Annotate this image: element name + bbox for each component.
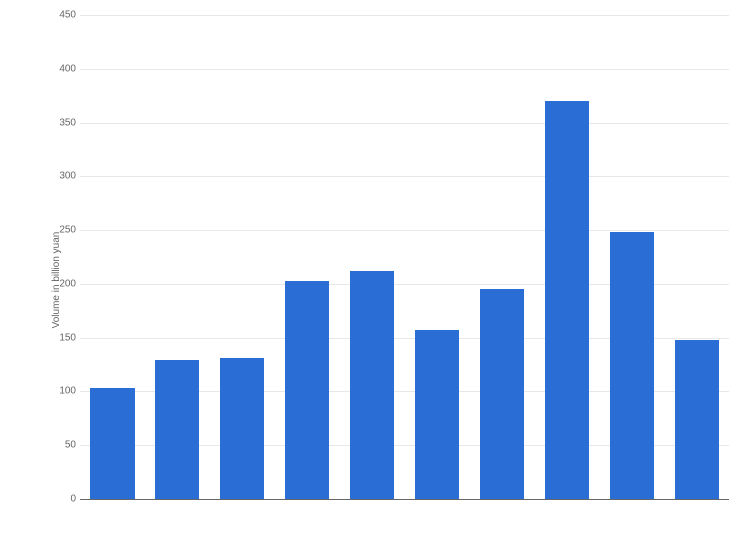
bar [415, 330, 459, 499]
bar-slot [599, 15, 664, 499]
bar-slot [664, 15, 729, 499]
chart-container: 050100150200250300350400450 [50, 15, 729, 500]
bar-slot [469, 15, 534, 499]
y-tick-label: 350 [52, 117, 76, 128]
bar-slot [405, 15, 470, 499]
bar [545, 101, 589, 499]
bar [610, 232, 654, 499]
bar [90, 388, 134, 499]
bar [350, 271, 394, 499]
bar-slot [534, 15, 599, 499]
bar-slot [145, 15, 210, 499]
bar [675, 340, 719, 499]
y-tick-label: 300 [52, 171, 76, 182]
y-tick-label: 400 [52, 63, 76, 74]
bar [220, 358, 264, 499]
plot-area: 050100150200250300350400450 [80, 15, 729, 500]
bar-slot [80, 15, 145, 499]
y-tick-label: 150 [52, 332, 76, 343]
bar [285, 281, 329, 499]
y-tick-label: 50 [52, 440, 76, 451]
bars-group [80, 15, 729, 499]
y-tick-label: 450 [52, 10, 76, 21]
bar-slot [340, 15, 405, 499]
bar [480, 289, 524, 499]
y-tick-label: 200 [52, 278, 76, 289]
bar [155, 360, 199, 499]
bar-slot [275, 15, 340, 499]
bar-slot [210, 15, 275, 499]
y-tick-label: 100 [52, 386, 76, 397]
y-tick-label: 250 [52, 225, 76, 236]
y-tick-label: 0 [52, 494, 76, 505]
